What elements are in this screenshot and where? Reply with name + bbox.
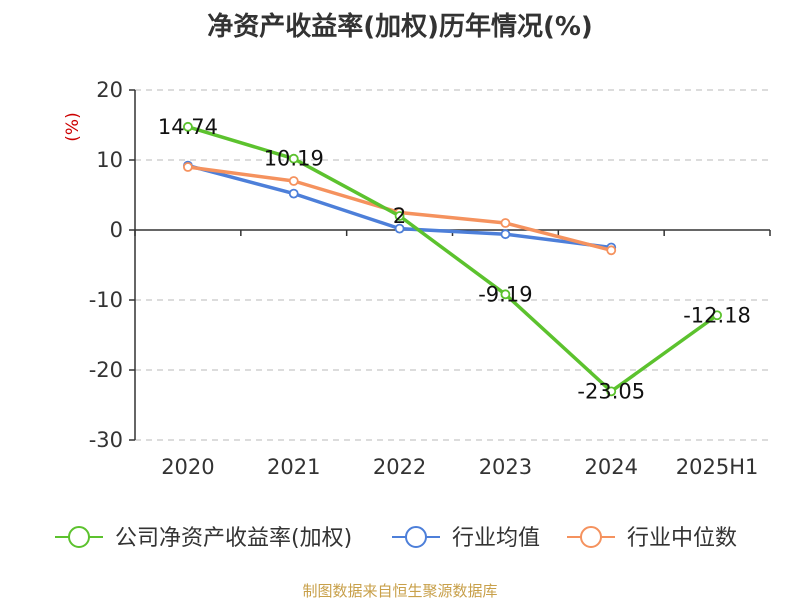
data-point[interactable] bbox=[712, 310, 722, 321]
y-axis-label: (%) bbox=[63, 112, 83, 141]
legend-marker bbox=[68, 526, 90, 548]
y-tick-label: -10 bbox=[89, 288, 123, 312]
data-label: 10.19 bbox=[264, 147, 324, 171]
legend-label: 行业中位数 bbox=[627, 526, 737, 551]
data-label: -9.19 bbox=[478, 282, 532, 306]
x-tick-label: 2024 bbox=[585, 455, 638, 479]
data-point[interactable] bbox=[606, 245, 617, 256]
grid-lines bbox=[135, 89, 770, 441]
series-0 bbox=[183, 121, 722, 397]
data-point[interactable] bbox=[500, 218, 511, 228]
y-tick-label: -30 bbox=[89, 428, 123, 452]
x-tick-labels: 2020 2021 2022 2023 2024 2025H1 bbox=[161, 455, 758, 479]
data-point[interactable] bbox=[500, 289, 511, 300]
legend[interactable]: 公司净资产收益率(加权) 行业均值 行业中位数 bbox=[55, 526, 737, 551]
series-group bbox=[183, 121, 722, 397]
data-point[interactable] bbox=[288, 153, 299, 164]
legend-marker bbox=[405, 526, 427, 548]
data-labels: 14.74 10.19 2 -9.19 -23.05 -12.18 bbox=[158, 115, 751, 404]
legend-item-2[interactable]: 行业中位数 bbox=[567, 526, 737, 551]
x-tick-label: 2022 bbox=[373, 455, 426, 479]
data-point[interactable] bbox=[288, 188, 299, 199]
y-tick-label: 10 bbox=[96, 148, 123, 172]
y-tick-label: -20 bbox=[89, 358, 123, 382]
data-label: -12.18 bbox=[683, 303, 751, 327]
y-tick-labels: 20 10 0 -10 -20 -30 bbox=[89, 78, 123, 452]
data-label: -23.05 bbox=[577, 379, 645, 403]
x-tick-label: 2021 bbox=[267, 455, 320, 479]
legend-label: 行业均值 bbox=[452, 526, 540, 551]
source-note: 制图数据来自恒生聚源数据库 bbox=[302, 582, 498, 600]
data-point[interactable] bbox=[606, 386, 617, 397]
chart-title: 净资产收益率(加权)历年情况(%) bbox=[207, 12, 593, 42]
data-point[interactable] bbox=[183, 162, 193, 172]
legend-marker bbox=[580, 526, 602, 548]
legend-item-1[interactable]: 行业均值 bbox=[392, 526, 540, 551]
data-point[interactable] bbox=[183, 121, 193, 132]
x-tick-label: 2025H1 bbox=[676, 455, 759, 479]
x-tick-label: 2023 bbox=[479, 455, 532, 479]
data-point[interactable] bbox=[394, 223, 405, 234]
data-point[interactable] bbox=[394, 211, 405, 221]
y-tick-label: 20 bbox=[96, 78, 123, 102]
data-point[interactable] bbox=[500, 229, 511, 240]
data-label: 14.74 bbox=[158, 115, 218, 139]
data-label: 2 bbox=[393, 204, 406, 228]
y-tick-label: 0 bbox=[110, 218, 123, 242]
legend-item-0[interactable]: 公司净资产收益率(加权) bbox=[55, 526, 352, 551]
series-line bbox=[187, 125, 719, 394]
legend-label: 公司净资产收益率(加权) bbox=[115, 526, 352, 551]
data-point[interactable] bbox=[288, 176, 299, 186]
axes bbox=[129, 89, 771, 441]
x-tick-label: 2020 bbox=[161, 455, 214, 479]
